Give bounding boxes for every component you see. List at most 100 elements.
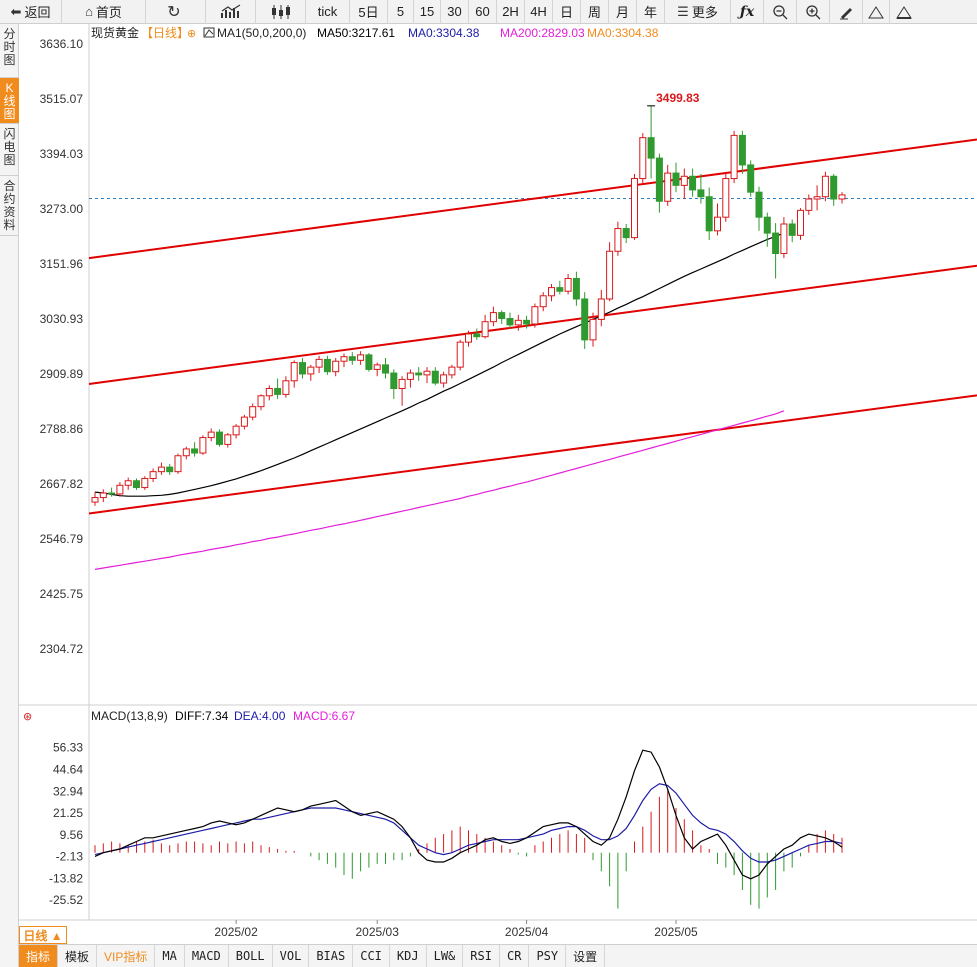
candle-down: [415, 372, 423, 376]
period-2h[interactable]: 2H: [497, 0, 525, 24]
tab-flash-chart[interactable]: 闪电图: [0, 124, 19, 176]
candle-down: [755, 191, 763, 218]
candle-up: [780, 223, 788, 255]
period-5min[interactable]: 5: [388, 0, 414, 24]
triangle-fill-tool-button[interactable]: [890, 0, 917, 24]
macd-legend-macd: MACD:6.67: [293, 709, 355, 723]
candle-up: [589, 318, 597, 341]
macd-legend-dea: DEA:4.00: [234, 709, 286, 723]
candle-up: [597, 298, 605, 320]
indicator-tab-macd[interactable]: MACD: [185, 945, 229, 967]
candle-up: [398, 378, 406, 389]
candle-up: [340, 356, 348, 362]
back-button[interactable]: ⬅ 返回: [0, 0, 62, 24]
indicator-tab-boll[interactable]: BOLL: [229, 945, 273, 967]
tab-kline-chart[interactable]: K线图: [0, 78, 19, 124]
candle-down: [299, 362, 306, 375]
channel-line-2: [88, 264, 977, 385]
legend-ma0-b: MA0:3304.38: [587, 26, 659, 40]
back-label: 返回: [24, 5, 51, 20]
period-selector[interactable]: 日线 ▲: [19, 926, 67, 944]
candle-down: [166, 466, 174, 473]
candle-down: [523, 319, 531, 325]
period-30min[interactable]: 30: [441, 0, 469, 24]
macd-legend-diff: DIFF:7.34: [175, 709, 229, 723]
candle-up: [315, 358, 323, 368]
period-15min[interactable]: 15: [414, 0, 441, 24]
indicator-tab-bias[interactable]: BIAS: [309, 945, 354, 967]
ma-toggle-icon[interactable]: [203, 27, 215, 38]
period-day[interactable]: 日: [553, 0, 581, 24]
zoom-in-button[interactable]: [797, 0, 830, 24]
period-tick[interactable]: tick: [306, 0, 350, 24]
candle-up: [514, 319, 522, 326]
tab-time-chart[interactable]: 分时图: [0, 24, 19, 78]
legend-ma0-a: MA0:3304.38: [408, 26, 480, 40]
candle-down: [323, 358, 331, 373]
indicator-tab-vol[interactable]: VOL: [273, 945, 310, 967]
candlestick-button[interactable]: [256, 0, 306, 24]
indicator-tab-cci[interactable]: CCI: [353, 945, 390, 967]
period-60min[interactable]: 60: [469, 0, 497, 24]
candle-up: [332, 360, 340, 373]
period-week[interactable]: 周: [581, 0, 609, 24]
candle-up: [564, 278, 572, 292]
period-5day[interactable]: 5日: [350, 0, 388, 24]
macd-panel: 56.33 44.64 32.94 21.25 9.56 -2.13 -13.82 -25.5…: [19, 741, 977, 939]
candle-down: [556, 287, 564, 292]
formula-icon: ƒx: [739, 3, 755, 20]
candle-up: [224, 434, 232, 445]
zoom-out-button[interactable]: [764, 0, 797, 24]
candle-up: [141, 477, 149, 489]
indicator-tab-kdj[interactable]: KDJ: [390, 945, 427, 967]
left-tab-bar: 分时图 K线图 闪电图 合约资料: [0, 24, 19, 967]
chart-type-button[interactable]: [206, 0, 256, 24]
refresh-button[interactable]: ↻: [146, 0, 206, 24]
more-button[interactable]: ☰ 更多: [665, 0, 731, 24]
price-y-tick-label: 3394.03: [40, 147, 84, 161]
candle-up: [249, 406, 257, 418]
candle-down: [763, 216, 771, 234]
candle-up: [456, 341, 464, 368]
candle-down: [697, 189, 705, 198]
channel-line-3: [88, 394, 977, 515]
legend-settings-icon[interactable]: ⊕: [187, 28, 196, 40]
indicator-tab-cr[interactable]: CR: [500, 945, 530, 967]
candle-up: [680, 175, 688, 186]
legend-symbol: 现货黄金: [91, 25, 139, 40]
candle-up: [481, 321, 489, 338]
candle-up: [664, 172, 672, 202]
tab-contract-info[interactable]: 合约资料: [0, 176, 19, 236]
price-y-tick-label: 2788.86: [40, 422, 84, 436]
candle-up: [149, 471, 157, 479]
ma50-line: [94, 232, 785, 497]
triangle-tool-button[interactable]: [863, 0, 890, 24]
formula-button[interactable]: ƒx: [731, 0, 764, 24]
indicator-tab-psy[interactable]: PSY: [529, 945, 567, 967]
home-button[interactable]: ⌂ 首页: [62, 0, 146, 24]
indicator-tab-main[interactable]: 指标: [19, 945, 59, 967]
candle-down: [216, 431, 223, 445]
candle-up: [207, 431, 215, 439]
macd-y-tick-label: -13.82: [49, 871, 83, 885]
period-4h[interactable]: 4H: [525, 0, 553, 24]
candle-up: [174, 455, 182, 473]
indicator-tab-lw[interactable]: LW&: [427, 945, 464, 967]
draw-pen-button[interactable]: [830, 0, 863, 24]
period-month[interactable]: 月: [609, 0, 637, 24]
indicator-tab-settings[interactable]: 设置: [566, 945, 606, 967]
candle-down: [581, 298, 589, 341]
price-y-tick-label: 3030.93: [40, 312, 84, 326]
more-label: 更多: [691, 5, 718, 20]
indicator-tab-vip[interactable]: VIP指标: [97, 945, 156, 967]
indicator-tab-rsi[interactable]: RSI: [463, 945, 500, 967]
period-year[interactable]: 年: [637, 0, 665, 24]
indicator-tab-ma[interactable]: MA: [155, 945, 185, 967]
candle-down: [622, 228, 630, 239]
macd-settings-icon[interactable]: ⊛: [23, 711, 32, 723]
toolbar: ⬅ 返回 ⌂ 首页 ↻ tick 5日 5 15 30 60 2H 4: [0, 0, 977, 24]
chart-area[interactable]: 3636.10 3515.07 3394.03 3273.00 3151.96 3030.…: [19, 24, 977, 944]
back-arrow-icon: ⬅: [10, 3, 22, 19]
indicator-tab-template[interactable]: 模板: [58, 945, 98, 967]
